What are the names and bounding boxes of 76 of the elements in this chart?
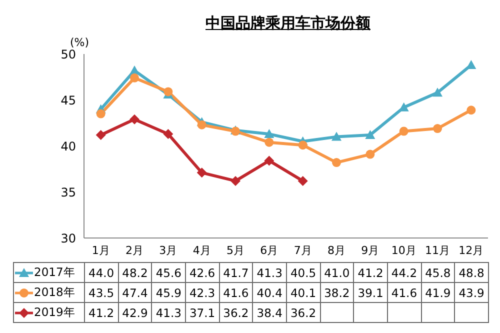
y-tick-label: 35 [60, 185, 76, 200]
point [332, 158, 341, 168]
point [332, 132, 342, 141]
data-label: 41.2 [354, 262, 388, 282]
x-tick-label: 10月 [391, 244, 416, 257]
data-label: 41.2 [84, 302, 118, 322]
data-label: 41.0 [320, 262, 354, 282]
point [96, 130, 106, 140]
point [163, 129, 174, 140]
data-label: 44.2 [387, 262, 422, 282]
point [466, 60, 476, 70]
x-tick-label: 7月 [294, 244, 312, 257]
point [96, 109, 106, 118]
point [230, 176, 240, 186]
data-label: 38.4 [252, 302, 286, 322]
data-label: 44.0 [84, 262, 118, 282]
point [298, 176, 308, 186]
data-label: 45.9 [152, 282, 186, 302]
data-label: 48.2 [118, 262, 152, 282]
x-tick-label: 8月 [328, 244, 346, 257]
data-label: 39.1 [354, 282, 388, 302]
data-label: 48.8 [454, 262, 488, 282]
point [466, 106, 476, 115]
data-label: 40.1 [286, 282, 320, 302]
data-label: 43.5 [84, 282, 118, 302]
data-label: 43.9 [454, 282, 488, 302]
x-tick-label: 9月 [361, 244, 380, 257]
data-label: 41.7 [219, 262, 253, 282]
x-tick-label: 5月 [226, 244, 244, 257]
y-tick-label: 50 [60, 47, 76, 62]
data-label: 37.1 [185, 302, 220, 322]
x-tick-label: 6月 [260, 244, 278, 257]
data-label: 41.9 [421, 282, 455, 302]
data-label: 42.3 [185, 282, 220, 302]
y-tick-label: 40 [60, 139, 76, 154]
data-label: 41.6 [387, 282, 422, 302]
data-label: 41.3 [252, 262, 286, 282]
point [432, 88, 442, 97]
data-label: 42.9 [118, 302, 152, 322]
point [433, 124, 442, 134]
x-tick-label: 2月 [126, 244, 144, 257]
chart-title: 中国品牌乘用车市场份额 [206, 14, 370, 32]
point [264, 138, 274, 147]
data-label: 36.2 [219, 302, 253, 322]
point [365, 130, 376, 139]
legend-label: 2017年 [14, 262, 84, 282]
x-tick-label: 1月 [92, 244, 110, 257]
x-tick-label: 12月 [458, 244, 484, 257]
point [264, 156, 274, 166]
point [130, 66, 140, 75]
data-label: 41.3 [152, 302, 186, 322]
y-tick-label: 30 [60, 231, 76, 246]
y-axis-title: (%) [70, 36, 90, 49]
point [399, 126, 408, 136]
data-label: 40.5 [286, 262, 320, 282]
data-label: 38.2 [320, 282, 354, 302]
x-tick-label: 11月 [425, 244, 450, 257]
data-label: 36.2 [286, 302, 320, 322]
data-label: 42.6 [185, 262, 220, 282]
point [264, 129, 274, 138]
point [366, 150, 375, 159]
legend-label: 2018年 [14, 282, 84, 302]
point [298, 140, 308, 150]
y-tick-label: 45 [60, 93, 76, 108]
legend-label: 2019年 [14, 302, 84, 322]
point [196, 168, 207, 178]
data-label: 40.4 [252, 282, 286, 302]
x-tick-label: 3月 [159, 244, 178, 257]
data-label: 41.6 [219, 282, 253, 302]
data-label: 47.4 [118, 282, 152, 302]
x-tick-label: 4月 [192, 244, 211, 257]
point [130, 114, 140, 124]
data-label: 45.8 [421, 262, 455, 282]
data-label: 45.6 [152, 262, 186, 282]
point [197, 120, 206, 130]
point [130, 73, 139, 82]
